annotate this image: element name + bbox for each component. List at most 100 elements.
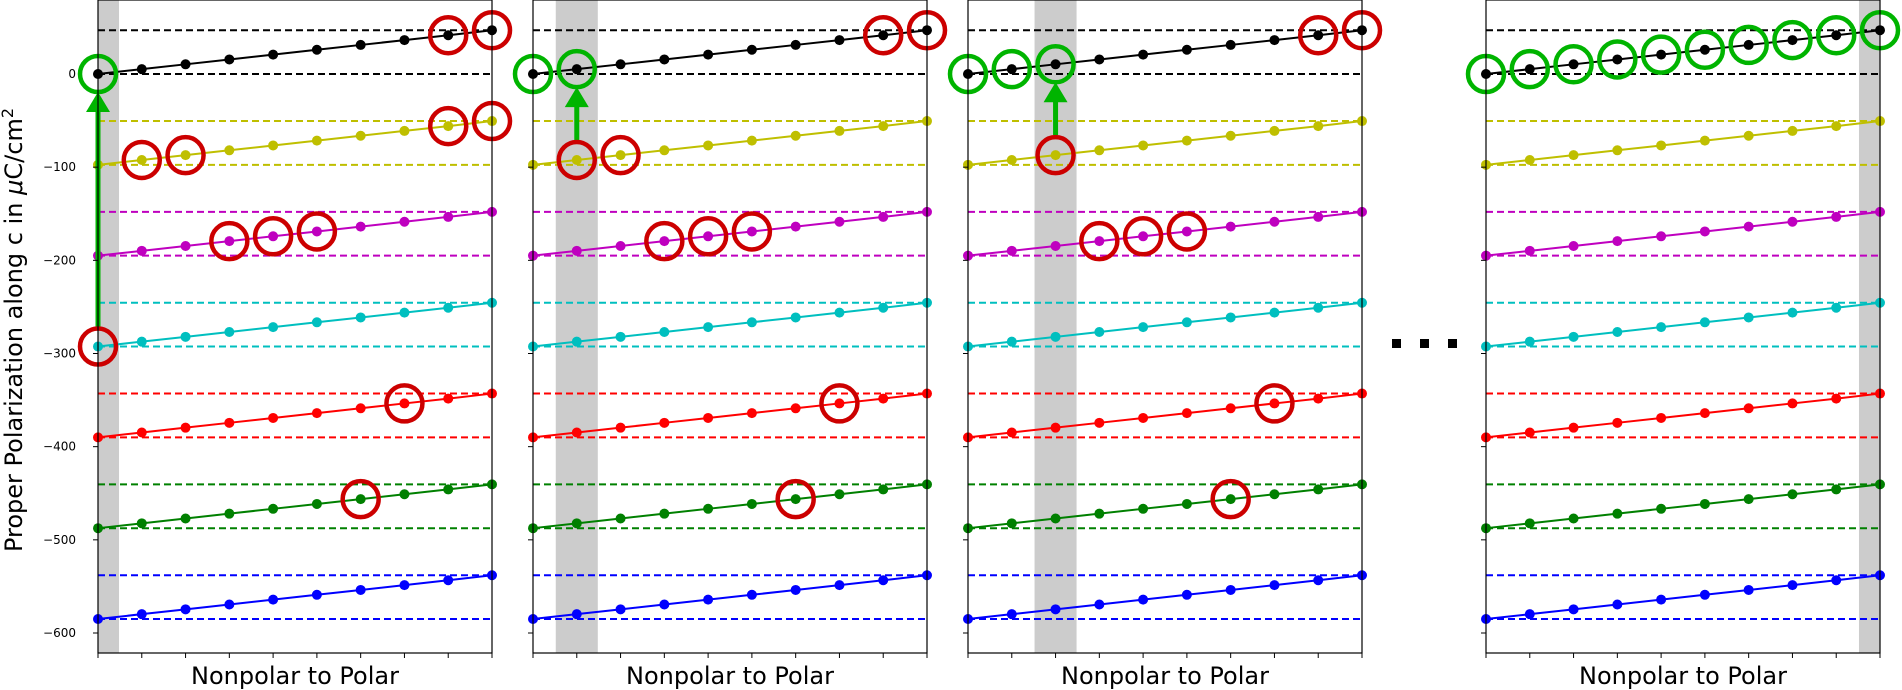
data-point — [746, 317, 757, 328]
data-point — [180, 150, 191, 161]
red-circle-marker — [600, 134, 641, 176]
data-point — [1181, 317, 1192, 328]
red-circle-marker — [731, 211, 773, 252]
data-point — [224, 145, 235, 156]
data-point — [1050, 240, 1061, 251]
red-circle-marker — [1254, 383, 1295, 424]
data-point — [659, 145, 670, 156]
data-point — [1269, 216, 1280, 227]
data-point — [571, 427, 582, 438]
data-point — [1225, 403, 1236, 414]
data-point — [399, 35, 410, 46]
data-point — [746, 226, 757, 237]
green-circle-marker — [1772, 19, 1813, 61]
data-point — [1831, 302, 1842, 313]
data-point — [1524, 64, 1535, 75]
data-point — [878, 575, 889, 586]
series-branch-3 — [528, 297, 932, 352]
data-point — [224, 417, 235, 428]
data-point — [1225, 312, 1236, 323]
data-point — [1612, 54, 1623, 65]
data-point — [136, 245, 147, 256]
data-point — [615, 331, 626, 342]
series-branch-0 — [1481, 25, 1885, 79]
data-point — [1006, 154, 1017, 165]
series-branch-0 — [93, 25, 497, 79]
data-point — [1094, 599, 1105, 610]
data-point — [224, 236, 235, 247]
data-point — [834, 125, 845, 136]
data-point — [878, 302, 889, 313]
data-point — [659, 236, 670, 247]
data-point — [1181, 226, 1192, 237]
data-point — [1313, 393, 1324, 404]
data-point — [1138, 231, 1149, 242]
data-point — [1006, 518, 1017, 529]
data-point — [1050, 513, 1061, 524]
data-point — [571, 518, 582, 529]
data-point — [659, 326, 670, 337]
data-point — [399, 580, 410, 591]
axes-frame — [1485, 0, 1881, 654]
data-point — [1743, 221, 1754, 232]
x-axis-label: Nonpolar to Polar — [1061, 662, 1269, 690]
data-point — [1699, 226, 1710, 237]
shaded-column — [1858, 0, 1880, 653]
data-point — [1181, 44, 1192, 55]
data-point — [1006, 609, 1017, 620]
data-point — [311, 135, 322, 146]
data-point — [834, 216, 845, 227]
data-point — [1612, 508, 1623, 519]
ellipsis-marker — [1392, 339, 1457, 348]
series-branch-5 — [963, 479, 1367, 534]
data-point — [1656, 49, 1667, 60]
series-branch-3 — [1481, 297, 1885, 352]
red-circle-marker — [1166, 211, 1208, 252]
data-point — [311, 408, 322, 419]
x-axis-label: Nonpolar to Polar — [1579, 662, 1787, 690]
data-point — [311, 317, 322, 328]
data-point — [136, 64, 147, 75]
data-point — [1612, 236, 1623, 247]
series-branch-3 — [963, 297, 1367, 352]
data-point — [703, 503, 714, 514]
data-point — [1006, 336, 1017, 347]
series-branch-5 — [1481, 479, 1885, 534]
data-point — [180, 422, 191, 433]
data-point — [878, 211, 889, 222]
data-point — [355, 130, 366, 141]
data-point — [878, 121, 889, 132]
data-point — [1050, 59, 1061, 70]
series-branch-3 — [93, 297, 497, 352]
data-point — [1699, 589, 1710, 600]
green-circle-marker — [1553, 44, 1594, 85]
series-branch-5 — [528, 479, 932, 534]
data-point — [355, 494, 366, 505]
data-point — [1181, 135, 1192, 146]
series-branch-4 — [1481, 388, 1885, 443]
data-point — [1568, 59, 1579, 70]
green-circle-marker — [556, 48, 598, 90]
data-point — [659, 599, 670, 610]
data-point — [1313, 484, 1324, 495]
y-tick-label: −300 — [43, 347, 76, 361]
data-point — [571, 64, 582, 75]
data-point — [355, 39, 366, 50]
series-branch-2 — [1481, 206, 1885, 261]
data-point — [180, 240, 191, 251]
data-point — [311, 498, 322, 509]
data-point — [703, 412, 714, 423]
data-point — [1524, 518, 1535, 529]
data-point — [1787, 489, 1798, 500]
data-point — [1138, 503, 1149, 514]
data-point — [1269, 35, 1280, 46]
data-point — [1050, 422, 1061, 433]
data-point — [136, 609, 147, 620]
data-point — [1225, 39, 1236, 50]
data-point — [1094, 145, 1105, 156]
data-point — [790, 584, 801, 595]
series-branch-2 — [93, 206, 497, 261]
data-point — [268, 322, 279, 333]
data-point — [1006, 64, 1017, 75]
